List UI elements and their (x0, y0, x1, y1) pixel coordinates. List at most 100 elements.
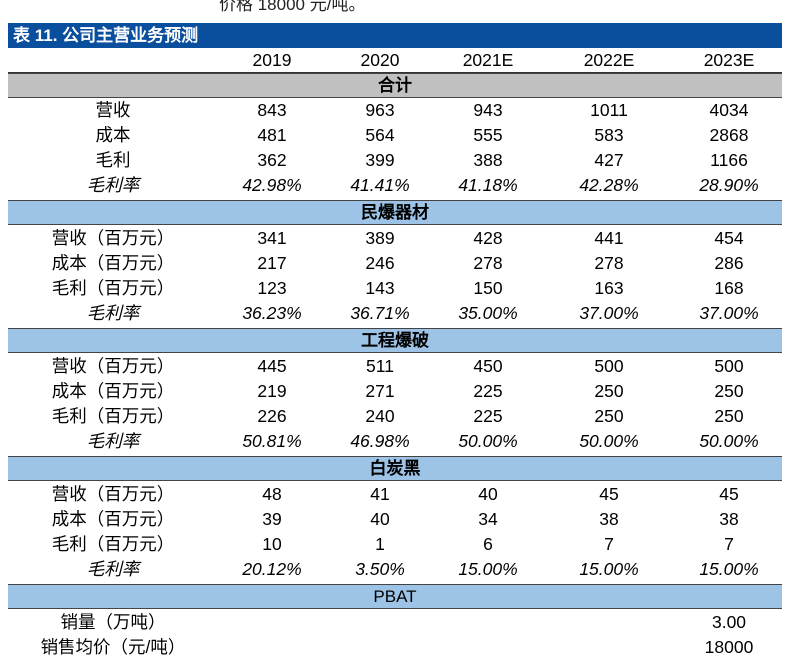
section-header-pbat: PBAT (8, 584, 782, 609)
table-cell: 428 (473, 228, 503, 248)
year-header-row: 2019 2020 2021E 2022E 2023E (8, 48, 782, 73)
row-label: 成本（百万元） (51, 253, 175, 273)
table-row: 成本（百万元） 39 40 34 38 38 (8, 507, 782, 532)
table-row: 毛利（百万元） 10 1 6 7 7 (8, 532, 782, 557)
table-cell: 843 (257, 100, 287, 120)
table-cell: 168 (714, 278, 744, 298)
row-label: 毛利率 (86, 175, 140, 195)
table-cell: 500 (594, 356, 624, 376)
table-cell: 1166 (710, 150, 748, 170)
table-cell: 441 (594, 228, 624, 248)
table-cell: 34 (478, 509, 498, 529)
table-cell: 362 (257, 150, 287, 170)
table-row-margin: 毛利率 50.81% 46.98% 50.00% 50.00% 50.00% (8, 429, 782, 454)
section-header-explosives: 民爆器材 (8, 200, 782, 225)
table-cell: 250 (714, 381, 744, 401)
table-cell: 35.00% (458, 303, 518, 323)
table-cell: 150 (473, 278, 503, 298)
table-cell: 399 (365, 150, 395, 170)
table-cell: 250 (594, 406, 624, 426)
table-cell: 3.00 (711, 612, 747, 632)
table-cell: 46.98% (350, 431, 410, 451)
section-header-silica: 白炭黑 (8, 456, 782, 481)
table-cell: 278 (473, 253, 503, 273)
table-row: 营收（百万元） 341 389 428 441 454 (8, 226, 782, 251)
table-cell: 41.41% (350, 175, 410, 195)
row-label: 毛利率 (86, 303, 140, 323)
table-cell: 50.00% (699, 431, 759, 451)
table-cell: 50.00% (579, 431, 639, 451)
row-label: 销量（万吨） (60, 612, 166, 632)
table-row: 毛利（百万元） 123 143 150 163 168 (8, 276, 782, 301)
table-row: 营收 843 963 943 1011 4034 (8, 98, 782, 123)
table-cell: 217 (257, 253, 287, 273)
table-cell: 226 (257, 406, 287, 426)
table-cell: 250 (714, 406, 744, 426)
table-cell (542, 635, 676, 660)
table-cell: 7 (724, 534, 734, 554)
year-header: 2020 (360, 50, 400, 70)
table-row: 成本 481 564 555 583 2868 (8, 123, 782, 148)
section-title: 民爆器材 (361, 203, 429, 222)
table-cell (434, 610, 542, 635)
table-cell: 6 (483, 534, 493, 554)
table-cell: 40 (370, 509, 390, 529)
table-cell: 15.00% (699, 559, 759, 579)
table-cell: 37.00% (579, 303, 639, 323)
table-cell: 511 (366, 356, 394, 376)
table-cell: 18000 (704, 637, 754, 657)
table-title: 表 11. 公司主营业务预测 (8, 23, 782, 48)
table-cell: 38 (719, 509, 739, 529)
table-cell: 3.50% (355, 559, 405, 579)
table-cell: 271 (365, 381, 395, 401)
section-header-total: 合计 (8, 73, 782, 98)
row-label: 毛利（百万元） (51, 406, 175, 426)
section-header-blasting: 工程爆破 (8, 328, 782, 353)
top-note-text: 价格 18000 元/吨。 (219, 0, 366, 14)
table-cell: 48 (262, 484, 282, 504)
table-row: 毛利 362 399 388 427 1166 (8, 148, 782, 173)
row-label: 成本（百万元） (51, 381, 175, 401)
table-cell: 39 (262, 509, 282, 529)
table-cell: 389 (365, 228, 395, 248)
row-label: 营收 (95, 100, 131, 120)
table-cell: 481 (257, 125, 287, 145)
table-row: 成本（百万元） 219 271 225 250 250 (8, 379, 782, 404)
table-cell: 240 (365, 406, 395, 426)
table-cell: 250 (594, 381, 624, 401)
table-cell: 943 (473, 100, 503, 120)
table-cell: 45 (719, 484, 739, 504)
table-row: 毛利（百万元） 226 240 225 250 250 (8, 404, 782, 429)
table-cell (326, 610, 434, 635)
table-cell: 7 (604, 534, 614, 554)
table-cell: 163 (594, 278, 624, 298)
table-cell: 219 (257, 381, 287, 401)
table-cell: 246 (365, 253, 395, 273)
section-title: 白炭黑 (369, 459, 421, 478)
table-cell: 41.18% (458, 175, 518, 195)
table-row: 营收（百万元） 48 41 40 45 45 (8, 482, 782, 507)
table-cell: 15.00% (579, 559, 639, 579)
table-cell (218, 610, 326, 635)
year-header: 2021E (462, 50, 514, 70)
table-cell: 50.81% (242, 431, 302, 451)
table-cell: 500 (714, 356, 744, 376)
top-note: 价格 18000 元/吨。 (0, 0, 806, 14)
table-cell: 564 (365, 125, 395, 145)
table-cell: 225 (473, 381, 503, 401)
table-cell: 37.00% (699, 303, 759, 323)
row-label: 毛利（百万元） (51, 534, 175, 554)
table-cell: 278 (594, 253, 624, 273)
table-cell: 20.12% (242, 559, 302, 579)
row-label: 营收（百万元） (51, 228, 175, 248)
table-cell: 41 (370, 484, 390, 504)
table-cell: 1011 (590, 100, 628, 120)
table-cell: 427 (594, 150, 624, 170)
table-row-margin: 毛利率 20.12% 3.50% 15.00% 15.00% 15.00% (8, 557, 782, 582)
year-header: 2019 (252, 50, 292, 70)
table-row: 营收（百万元） 445 511 450 500 500 (8, 354, 782, 379)
table-cell: 555 (473, 125, 503, 145)
year-header: 2022E (583, 50, 635, 70)
section-title: 工程爆破 (361, 331, 429, 350)
row-label: 毛利率 (86, 431, 140, 451)
